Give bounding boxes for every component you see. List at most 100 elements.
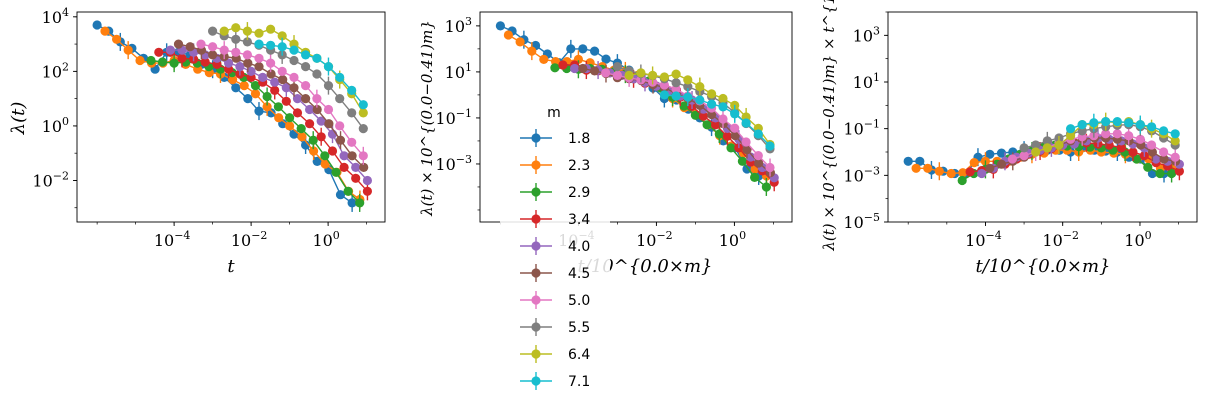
data-point-7.1 (718, 102, 728, 112)
data-point-5.0 (358, 151, 368, 161)
data-point-1.8 (915, 156, 925, 166)
data-point-5.0 (254, 53, 264, 63)
panel-2-ylabel: λ(t) × 10^{(0.0−0.41)m} × t^{1} (820, 0, 838, 252)
data-point-3.4 (316, 132, 326, 142)
data-point-2.3 (911, 163, 921, 173)
legend-label: 1.8 (568, 131, 590, 147)
data-point-1.8 (92, 20, 102, 30)
data-point-2.3 (123, 45, 133, 55)
data-point-2.3 (934, 166, 944, 176)
data-point-2.3 (285, 121, 295, 131)
data-point-5.0 (1135, 134, 1145, 144)
data-point-4.5 (312, 104, 322, 115)
data-point-2.9 (690, 110, 701, 120)
data-point-7.1 (323, 62, 334, 72)
legend-marker (531, 376, 541, 386)
data-point-5.0 (730, 123, 740, 133)
data-point-7.1 (765, 141, 775, 151)
data-point-5.5 (683, 82, 693, 92)
data-point-7.1 (730, 109, 740, 119)
panel-scaled-lambda-times-t: 10−4 10−2 100 10−5 10−3 10−1 101 103 (843, 11, 1198, 250)
data-point-1.8 (231, 83, 241, 93)
data-point-6.4 (1031, 147, 1041, 157)
y-tick-label: 100 (42, 115, 69, 136)
data-point-5.0 (289, 72, 299, 82)
legend-title: m (547, 105, 561, 121)
data-point-4.5 (985, 163, 995, 173)
legend-label: 7.1 (568, 374, 590, 390)
data-point-2.9 (308, 135, 318, 145)
data-point-7.1 (659, 90, 670, 100)
data-point-2.3 (100, 26, 110, 36)
data-point-5.5 (1031, 140, 1041, 150)
data-point-5.5 (242, 37, 252, 47)
panel-2-frame (887, 11, 1198, 223)
data-point-1.8 (243, 94, 253, 104)
y-tick-label: 104 (42, 6, 69, 27)
data-point-4.5 (243, 58, 253, 68)
legend-item-4.5: 4.5 (520, 264, 590, 282)
data-point-7.1 (1066, 124, 1076, 134)
data-point-4.0 (977, 168, 987, 179)
data-point-5.0 (1147, 140, 1157, 150)
data-point-5.0 (601, 68, 611, 78)
panel-0-series (92, 20, 372, 212)
data-point-4.0 (165, 45, 175, 55)
legend-marker (531, 241, 541, 251)
data-point-3.4 (305, 119, 315, 129)
data-point-5.0 (1019, 151, 1029, 161)
data-point-4.5 (742, 145, 752, 155)
data-point-2.9 (1167, 168, 1177, 179)
data-point-5.0 (1101, 129, 1111, 139)
data-point-2.9 (331, 167, 341, 177)
data-point-7.1 (289, 45, 299, 55)
data-point-4.0 (281, 83, 291, 93)
panel-2-xlabel: t/10^{0.0×m} (976, 256, 1111, 277)
data-point-1.8 (312, 156, 322, 166)
data-point-4.0 (1151, 154, 1161, 164)
data-point-4.5 (185, 42, 195, 52)
data-point-2.3 (262, 102, 272, 112)
data-point-5.0 (718, 114, 728, 124)
data-point-6.4 (671, 69, 681, 79)
data-point-7.1 (277, 42, 287, 52)
legend-marker (531, 349, 541, 359)
data-point-5.5 (1019, 143, 1029, 153)
data-point-5.5 (671, 78, 681, 88)
data-point-6.4 (242, 26, 252, 36)
data-point-2.3 (228, 75, 238, 85)
data-point-7.1 (1135, 120, 1145, 130)
data-point-2.9 (679, 101, 689, 111)
data-point-7.1 (683, 92, 693, 102)
data-point-2.9 (726, 143, 736, 153)
data-point-2.9 (750, 172, 760, 182)
data-point-2.9 (1132, 154, 1142, 164)
data-point-2.3 (527, 46, 537, 56)
data-point-6.4 (695, 82, 705, 92)
data-point-3.4 (965, 167, 975, 177)
data-point-1.8 (566, 44, 576, 54)
data-point-2.9 (262, 91, 272, 102)
x-tick-label: 10−2 (1042, 229, 1079, 250)
panel-0-xlabel: t (227, 256, 235, 277)
data-point-5.0 (312, 94, 322, 104)
data-point-1.8 (601, 54, 611, 64)
data-point-2.3 (515, 37, 525, 47)
data-point-2.9 (550, 63, 560, 73)
y-tick-label: 103 (853, 24, 880, 45)
data-point-4.5 (335, 135, 346, 145)
x-tick-label: 10−2 (231, 229, 268, 250)
data-point-5.0 (347, 137, 357, 147)
data-point-3.4 (558, 60, 568, 70)
data-point-5.0 (612, 70, 623, 80)
data-point-5.5 (358, 124, 368, 134)
data-point-3.4 (327, 146, 338, 156)
data-point-4.5 (266, 69, 276, 79)
data-point-5.0 (765, 162, 775, 173)
data-point-2.9 (702, 120, 712, 130)
data-point-2.3 (958, 168, 968, 178)
data-point-5.0 (335, 121, 345, 131)
data-point-5.5 (208, 26, 218, 36)
data-point-7.1 (1077, 120, 1087, 130)
